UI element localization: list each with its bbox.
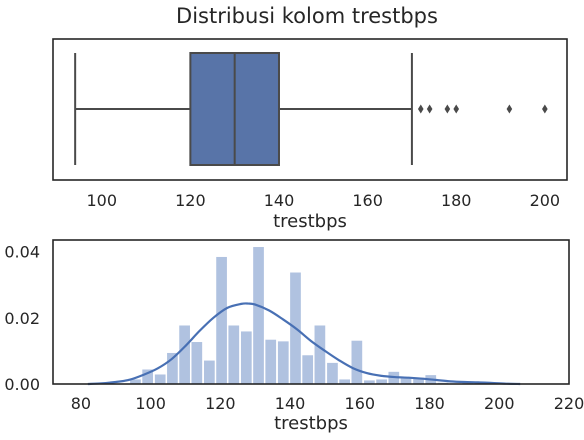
x-tick-label: 80 [71, 394, 91, 413]
histogram-bar [350, 339, 364, 385]
boxplot-frame [52, 38, 568, 181]
x-tick-label: 180 [414, 394, 445, 413]
histogram-bar [313, 324, 327, 385]
x-tick-label: 160 [352, 191, 383, 210]
outlier-point [426, 104, 433, 114]
x-tick-label: 120 [205, 394, 236, 413]
x-tick-label: 120 [175, 191, 206, 210]
boxplot-x-axis-label: trestbps [273, 211, 347, 232]
x-tick-label: 100 [135, 394, 166, 413]
histogram-bar [227, 324, 240, 385]
chart-title: Distribusi kolom trestbps [176, 4, 438, 28]
boxplot-x-ticks: 100 120 140 160 180 200 [86, 191, 560, 210]
histogram-bar [203, 359, 216, 385]
histogram-bars [129, 246, 499, 385]
histogram-bar [252, 246, 265, 385]
outlier-point [417, 104, 424, 114]
boxplot-marks [74, 52, 548, 166]
y-tick-label: 0.04 [4, 243, 40, 262]
histogram-bar [301, 354, 314, 385]
outlier-point [542, 104, 548, 114]
histogram-bar [154, 373, 167, 385]
histogram-x-axis-label: trestbps [274, 413, 348, 434]
kde-curve [87, 302, 521, 386]
x-tick-label: 180 [441, 191, 472, 210]
histogram-bar [178, 324, 191, 385]
x-tick-label: 220 [554, 394, 584, 413]
histogram-bar [326, 362, 339, 385]
y-tick-label: 0.02 [4, 309, 40, 328]
boxplot-panel: 100 120 140 160 180 200 trestbps [52, 38, 568, 232]
outlier-point [444, 104, 451, 114]
histogram-bar [264, 338, 277, 385]
histogram-bar [277, 340, 290, 385]
x-tick-label: 200 [530, 191, 561, 210]
histogram-y-ticks: 0.00 0.02 0.04 [4, 243, 40, 394]
x-tick-label: 100 [86, 191, 117, 210]
histogram-panel: 80 100 120 140 160 180 200 220 0.00 0.02 0.04 tre… [4, 239, 584, 434]
y-tick-label: 0.00 [4, 375, 40, 394]
x-tick-label: 160 [345, 394, 376, 413]
histogram-frame [52, 239, 570, 385]
outlier-point [453, 104, 460, 114]
histogram-x-ticks: 80 100 120 140 160 180 200 220 [71, 394, 584, 413]
outlier-point [506, 104, 513, 114]
histogram-bar [240, 330, 253, 385]
histogram-bar [190, 341, 203, 385]
x-tick-label: 140 [275, 394, 306, 413]
x-tick-label: 140 [264, 191, 295, 210]
x-tick-label: 200 [484, 394, 515, 413]
histogram-bar [215, 256, 228, 385]
